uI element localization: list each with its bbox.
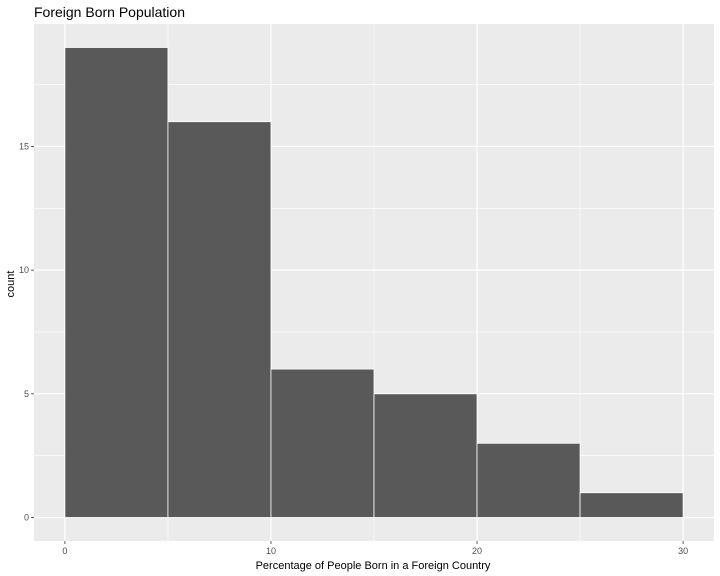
x-tick-label: 10: [266, 546, 276, 556]
y-tick-label: 15: [19, 141, 29, 151]
histogram-bar: [373, 393, 478, 518]
y-tick-label: 10: [19, 265, 29, 275]
x-axis-title: Percentage of People Born in a Foreign C…: [256, 560, 491, 572]
y-axis-title: count: [5, 271, 17, 298]
x-axis: 0 10 20 30: [62, 541, 688, 556]
histogram-bar: [270, 368, 375, 518]
chart-title: Foreign Born Population: [34, 4, 185, 20]
x-tick-label: 30: [678, 546, 688, 556]
x-tick-label: 0: [62, 546, 67, 556]
y-tick-label: 0: [24, 513, 29, 523]
histogram-bar: [579, 492, 684, 518]
y-tick-label: 5: [24, 389, 29, 399]
histogram-bar: [167, 121, 272, 518]
x-tick-label: 20: [472, 546, 482, 556]
histogram-bars: [64, 47, 684, 518]
y-axis: 0 5 10 15: [19, 141, 34, 523]
histogram-bar: [64, 47, 169, 518]
histogram-bar: [476, 442, 581, 518]
